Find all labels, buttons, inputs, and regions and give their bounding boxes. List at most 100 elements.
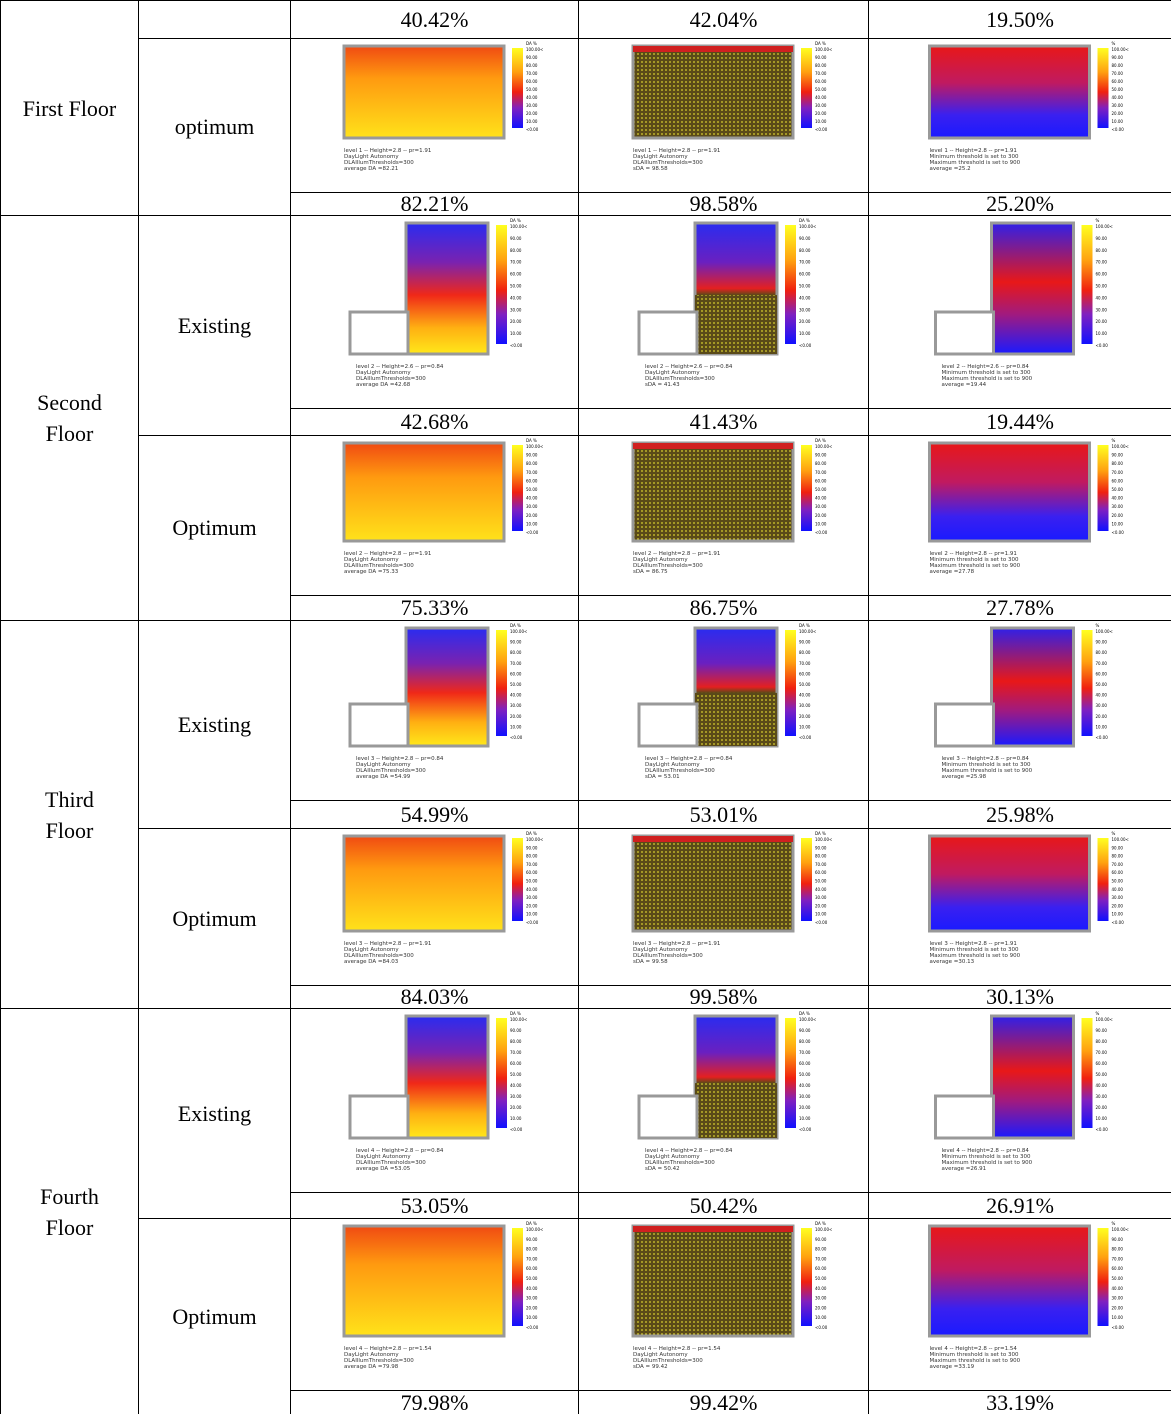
legend-tick: 10.00 xyxy=(526,912,538,917)
legend-tick: 30.00 xyxy=(815,1296,827,1301)
annex xyxy=(348,702,410,748)
heatmap-image: DA %100.00< 90.00 80.00 70.00 60.00 50.00 40.0… xyxy=(631,1221,832,1370)
caption-line: Minimum threshold is set to 300 xyxy=(930,947,1019,953)
legend-tick: 80.00 xyxy=(526,461,538,466)
legend-tick: 70.00 xyxy=(526,1256,538,1261)
caption-line: DLAIllumThresholds=300 xyxy=(645,1160,715,1166)
legend-tick: 10.00 xyxy=(815,1315,827,1320)
legend-tick: 40.00 xyxy=(510,295,522,300)
legend-tick: 10.00 xyxy=(815,912,827,917)
legend-tick: 20.00 xyxy=(510,714,522,719)
legend-title: DA % xyxy=(526,1221,537,1226)
value-cell: 19.44% xyxy=(868,408,1171,436)
legend-tick: 80.00 xyxy=(526,1247,538,1252)
legend-bar xyxy=(496,630,507,736)
plan xyxy=(990,221,1075,356)
caption-line: DLAIllumThresholds=300 xyxy=(344,953,414,959)
legend-tick: 90.00 xyxy=(815,55,827,60)
legend-tick: 80.00 xyxy=(510,1039,522,1044)
caption-line: average =30.13 xyxy=(930,959,975,965)
legend-tick: 20.00 xyxy=(526,1305,538,1310)
caption-line: level 2 -- Height=2.8 -- pr=1.91 xyxy=(930,551,1017,557)
legend-tick: 70.00 xyxy=(1096,260,1108,265)
legend-tick: 60.00 xyxy=(526,1266,538,1271)
plan xyxy=(631,834,795,933)
caption-line: level 2 -- Height=2.6 -- pr=0.84 xyxy=(942,364,1030,370)
caption-line: average =27.78 xyxy=(930,569,975,575)
legend-tick: 100.00< xyxy=(1096,224,1113,229)
legend-title: DA % xyxy=(510,1011,521,1016)
legend-tick: 90.00 xyxy=(510,640,522,645)
caption-line: level 4 -- Height=2.8 -- pr=0.84 xyxy=(645,1148,733,1154)
legend-tick: 60.00 xyxy=(1096,272,1108,277)
legend-tick: 80.00 xyxy=(799,650,811,655)
row-label-empty xyxy=(138,0,291,39)
caption-line: Maximum threshold is set to 900 xyxy=(930,563,1021,569)
heatmap-image: DA %100.00< 90.00 80.00 70.00 60.00 50.00 40.0… xyxy=(342,831,543,965)
legend-tick: 20.00 xyxy=(799,319,811,324)
legend-tick: 100.00< xyxy=(1112,444,1129,449)
legend-tick: 100.00< xyxy=(510,224,527,229)
row-label: Optimum xyxy=(138,1218,291,1414)
legend-tick: 100.00< xyxy=(815,1227,832,1232)
legend-tick: 50.00 xyxy=(526,1276,538,1281)
legend-tick: 70.00 xyxy=(815,1256,827,1261)
legend-tick: 10.00 xyxy=(799,724,811,729)
legend-tick: 70.00 xyxy=(510,1050,522,1055)
legend-tick: 40.00 xyxy=(815,887,827,892)
legend-tick: 40.00 xyxy=(526,887,538,892)
legend-tick: 30.00 xyxy=(1112,895,1124,900)
heatmap-image: %100.00< 90.00 80.00 70.00 60.00 50.00 40.00 30… xyxy=(934,623,1113,780)
legend-tick: <0.00 xyxy=(815,1325,828,1330)
caption-line: DLAIllumThresholds=300 xyxy=(356,1160,426,1166)
legend-tick: 100.00< xyxy=(799,629,816,634)
legend-title: DA % xyxy=(815,1221,826,1226)
legend-tick: 90.00 xyxy=(1096,236,1108,241)
legend-tick: <0.00 xyxy=(799,1127,812,1132)
value-cell: 42.68% xyxy=(290,408,579,436)
legend-tick: 100.00< xyxy=(799,1017,816,1022)
legend-bar xyxy=(1081,1018,1093,1128)
legend-tick: <0.00 xyxy=(526,920,539,925)
caption-line: DayLight Autonomy xyxy=(645,762,700,768)
caption-line: average =25.2 xyxy=(930,166,971,172)
legend-tick: 90.00 xyxy=(799,640,811,645)
legend-tick: 50.00 xyxy=(799,1072,811,1077)
legend-tick: 90.00 xyxy=(1096,640,1108,645)
legend-tick: 100.00< xyxy=(1096,629,1113,634)
legend-tick: 30.00 xyxy=(815,504,827,509)
annex xyxy=(348,310,410,356)
legend-tick: 60.00 xyxy=(526,79,538,84)
caption-line: average =19.44 xyxy=(942,382,987,388)
legend-tick: 40.00 xyxy=(526,1286,538,1291)
legend-tick: 10.00 xyxy=(1096,331,1108,336)
plan xyxy=(631,441,795,543)
legend-title: DA % xyxy=(799,1011,810,1016)
legend-tick: 20.00 xyxy=(1112,1305,1124,1310)
caption-line: Maximum threshold is set to 900 xyxy=(942,376,1033,382)
caption-line: DayLight Autonomy xyxy=(633,557,688,563)
legend-title: % xyxy=(1096,623,1100,628)
legend-tick: 10.00 xyxy=(1096,1116,1108,1121)
heatmap-image: DA %100.00< 90.00 80.00 70.00 60.00 50.00 40.0… xyxy=(637,623,816,780)
legend-tick: 60.00 xyxy=(510,1061,522,1066)
floor-name: Fourth Floor xyxy=(0,1008,139,1414)
legend-tick: 100.00< xyxy=(1112,1227,1129,1232)
legend-tick: 50.00 xyxy=(799,284,811,289)
caption-line: level 2 -- Height=2.8 -- pr=1.91 xyxy=(344,551,431,557)
legend-bar xyxy=(512,838,523,921)
legend-title: % xyxy=(1112,41,1116,46)
legend-tick: 70.00 xyxy=(510,661,522,666)
plan xyxy=(342,834,506,933)
floor-name: Second Floor xyxy=(0,215,139,621)
caption-line: sDA = 41.43 xyxy=(645,382,680,388)
legend-tick: 80.00 xyxy=(799,248,811,253)
legend-title: DA % xyxy=(510,218,521,223)
caption-line: sDA = 86.75 xyxy=(633,569,668,575)
legend-tick: 60.00 xyxy=(1112,478,1124,483)
legend-tick: 60.00 xyxy=(815,478,827,483)
legend-tick: 30.00 xyxy=(526,103,538,108)
heatmap-image: DA %100.00< 90.00 80.00 70.00 60.00 50.00 40.0… xyxy=(637,218,816,388)
legend-tick: 10.00 xyxy=(526,1315,538,1320)
legend-title: DA % xyxy=(815,831,826,836)
